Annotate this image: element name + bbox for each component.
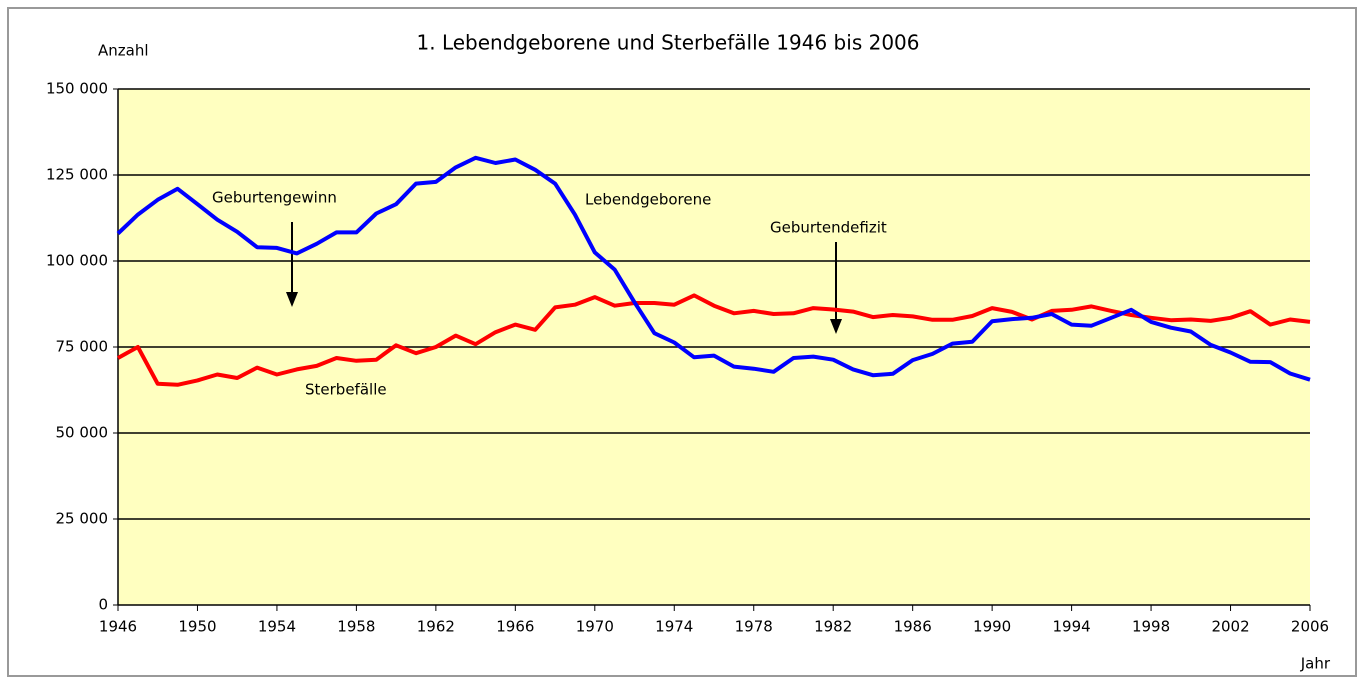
x-tick-label: 1954 <box>258 618 296 636</box>
x-tick-label: 1962 <box>417 618 455 636</box>
y-tick-label: 75 000 <box>56 338 109 356</box>
x-tick-label: 1946 <box>99 618 137 636</box>
x-tick-label: 1982 <box>814 618 852 636</box>
y-tick-label: 125 000 <box>46 166 108 184</box>
x-tick-label: 1998 <box>1132 618 1170 636</box>
chart-title: 1. Lebendgeborene und Sterbefälle 1946 b… <box>417 31 920 55</box>
x-tick-label: 1950 <box>178 618 216 636</box>
x-axis-label: Jahr <box>1300 655 1331 673</box>
annotation: Geburtendefizit <box>770 219 887 237</box>
x-tick-label: 1958 <box>337 618 375 636</box>
x-tick-label: 1966 <box>496 618 534 636</box>
x-tick-label: 1978 <box>735 618 773 636</box>
y-tick-label: 150 000 <box>46 80 108 98</box>
x-tick-label: 1970 <box>576 618 614 636</box>
line-series <box>117 293 1311 387</box>
annotation: Geburtengewinn <box>212 189 337 207</box>
y-axis-label: Anzahl <box>98 42 149 60</box>
y-tick-label: 0 <box>98 596 108 614</box>
line-series <box>116 155 1311 382</box>
y-tick-label: 100 000 <box>46 252 108 270</box>
x-tick-label: 1986 <box>894 618 932 636</box>
x-tick-label: 1990 <box>973 618 1011 636</box>
annotation: Sterbefälle <box>305 381 387 399</box>
y-tick-label: 50 000 <box>56 424 109 442</box>
x-tick-label: 1974 <box>655 618 693 636</box>
y-tick-label: 25 000 <box>56 510 109 528</box>
x-tick-label: 2006 <box>1291 618 1329 636</box>
annotation: Lebendgeborene <box>585 191 711 209</box>
x-tick-label: 1994 <box>1053 618 1091 636</box>
x-tick-label: 2002 <box>1211 618 1249 636</box>
